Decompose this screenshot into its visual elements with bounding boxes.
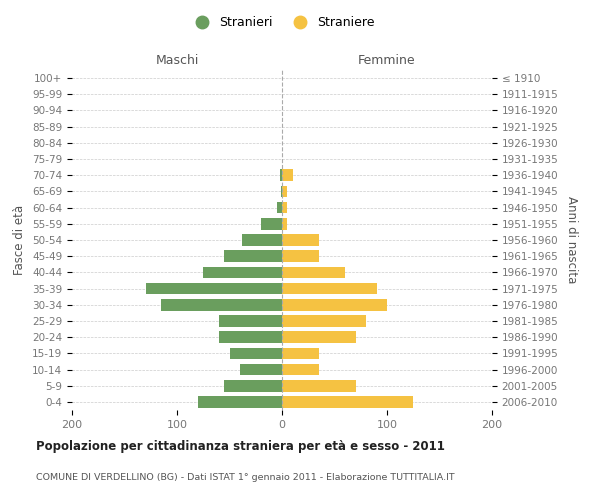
Bar <box>282 299 387 310</box>
Bar <box>282 364 319 376</box>
Bar <box>282 186 287 198</box>
Bar <box>229 348 282 359</box>
Bar <box>224 250 282 262</box>
Bar <box>282 315 366 327</box>
Bar <box>203 266 282 278</box>
Bar <box>280 170 282 181</box>
Bar <box>281 186 282 198</box>
Legend: Stranieri, Straniere: Stranieri, Straniere <box>184 11 380 34</box>
Bar <box>282 218 287 230</box>
Text: Popolazione per cittadinanza straniera per età e sesso - 2011: Popolazione per cittadinanza straniera p… <box>36 440 445 453</box>
Bar <box>240 364 282 376</box>
Bar <box>282 266 345 278</box>
Bar <box>161 299 282 310</box>
Bar <box>261 218 282 230</box>
Bar <box>242 234 282 246</box>
Bar <box>282 170 293 181</box>
Bar <box>146 282 282 294</box>
Bar <box>282 250 319 262</box>
Y-axis label: Anni di nascita: Anni di nascita <box>565 196 578 284</box>
Text: Femmine: Femmine <box>358 54 416 67</box>
Bar <box>282 380 355 392</box>
Bar <box>277 202 282 213</box>
Bar <box>282 348 319 359</box>
Bar <box>282 234 319 246</box>
Bar <box>282 332 355 343</box>
Text: Maschi: Maschi <box>155 54 199 67</box>
Bar <box>282 396 413 407</box>
Bar <box>219 332 282 343</box>
Bar <box>219 315 282 327</box>
Text: COMUNE DI VERDELLINO (BG) - Dati ISTAT 1° gennaio 2011 - Elaborazione TUTTITALIA: COMUNE DI VERDELLINO (BG) - Dati ISTAT 1… <box>36 473 455 482</box>
Bar <box>282 202 287 213</box>
Bar <box>282 282 377 294</box>
Bar <box>224 380 282 392</box>
Y-axis label: Fasce di età: Fasce di età <box>13 205 26 275</box>
Bar <box>198 396 282 407</box>
